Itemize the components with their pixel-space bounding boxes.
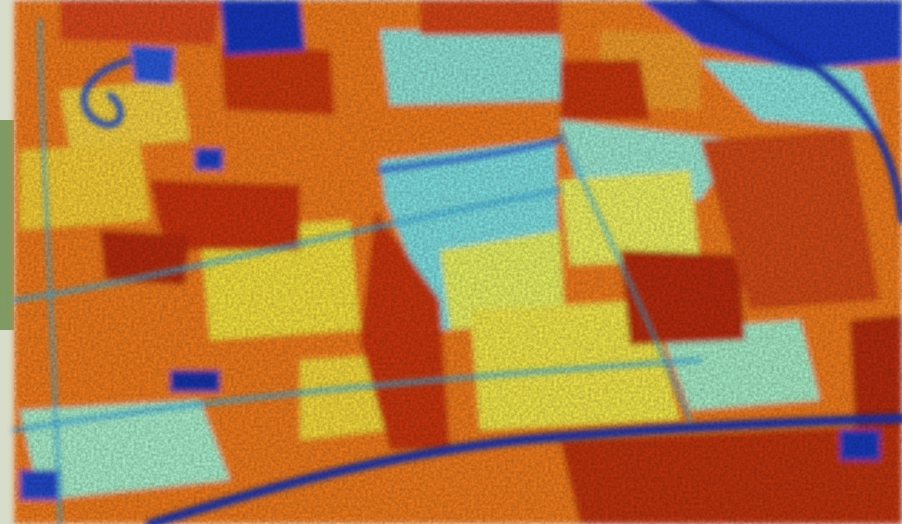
left-strip-vegetation [0, 120, 14, 330]
texture [14, 0, 902, 524]
